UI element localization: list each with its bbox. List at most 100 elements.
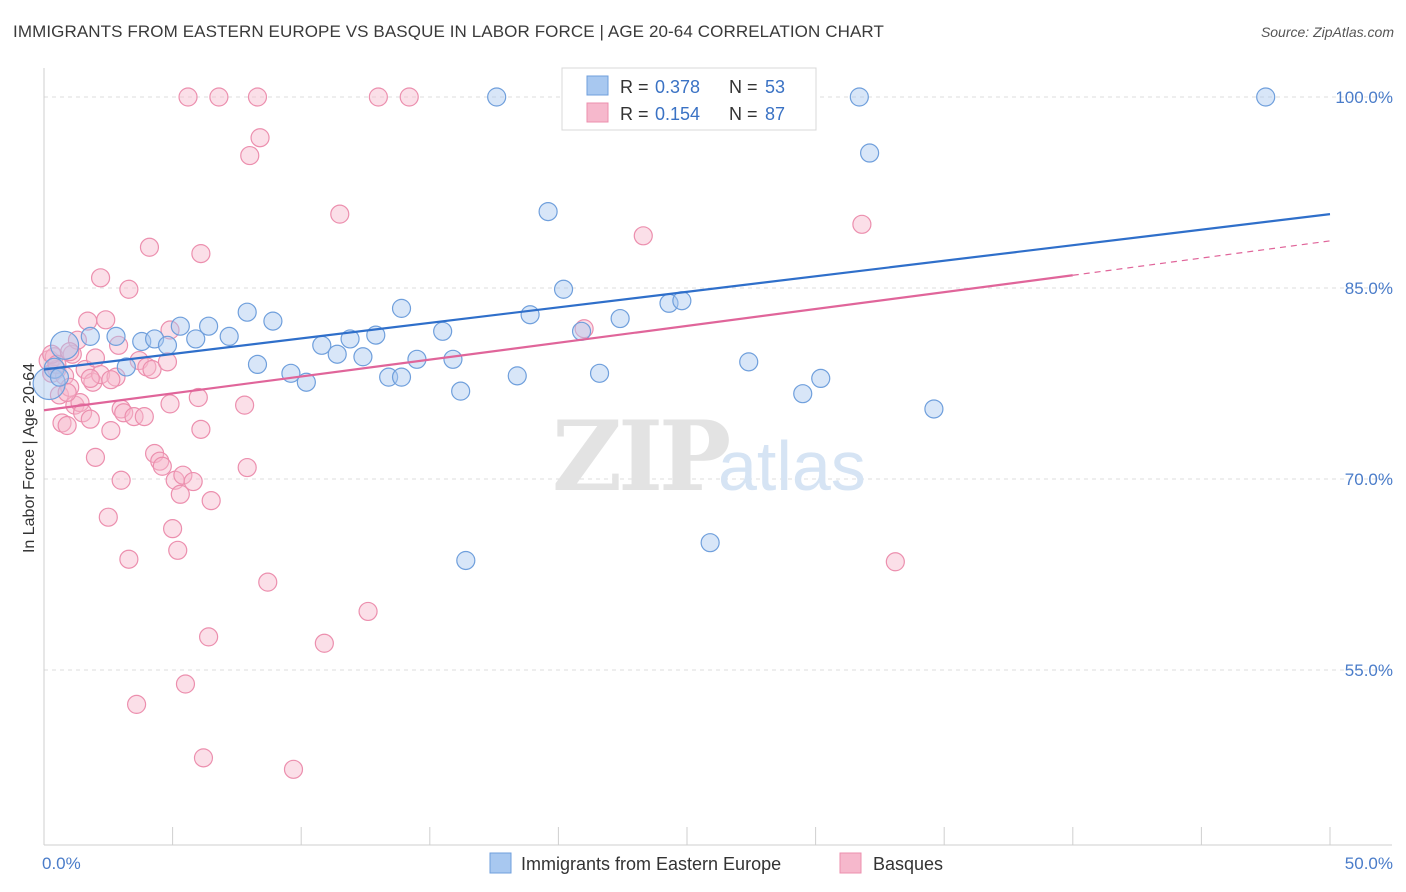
legend-blue-n-value: 53 <box>765 77 785 97</box>
pink-point-20 <box>90 364 111 385</box>
blue-point-21 <box>340 329 360 349</box>
pink-point-50 <box>178 87 198 107</box>
pink-point-30 <box>119 549 139 569</box>
legend-swatch-blue <box>586 75 609 96</box>
pink-point-22 <box>96 310 116 330</box>
legend-pink-n-value: 87 <box>765 104 785 124</box>
pink-point-41 <box>157 352 178 372</box>
blue-point-18 <box>296 372 316 392</box>
y-tick-label-0: 55.0% <box>1345 661 1393 680</box>
blue-point-34 <box>520 305 540 325</box>
blue-point-45 <box>793 384 813 404</box>
blue-point-48 <box>860 143 880 163</box>
pink-point-65 <box>283 759 304 779</box>
blue-point-13 <box>219 326 239 346</box>
blue-point-29 <box>443 349 463 369</box>
pink-point-32 <box>124 407 144 427</box>
pink-point-33 <box>126 694 147 714</box>
pink-point-70 <box>399 87 419 107</box>
pink-point-16 <box>80 409 100 429</box>
pink-point-37 <box>142 359 162 380</box>
blue-point-43 <box>739 352 759 372</box>
pink-point-21 <box>90 268 111 288</box>
pink-point-52 <box>188 387 208 408</box>
pink-point-56 <box>199 627 219 647</box>
pink-point-24 <box>101 421 121 441</box>
pink-point-51 <box>183 471 203 492</box>
y-tick-label-3: 100.0% <box>1335 88 1393 107</box>
pink-point-19 <box>85 447 106 467</box>
pink-point-69 <box>368 87 388 107</box>
pink-point-62 <box>247 87 268 107</box>
pink-point-44 <box>163 519 183 539</box>
pink-point-55 <box>193 748 214 768</box>
bottom-legend-swatch-blue <box>489 852 512 874</box>
x-tick-label-0: 0.0% <box>42 854 81 873</box>
trend-lines <box>43 213 1331 412</box>
bottom-legend-label-pink: Basques <box>873 854 943 874</box>
chart-title: IMMIGRANTS FROM EASTERN EUROPE VS BASQUE… <box>13 22 884 41</box>
eastern-europe-points <box>32 87 1276 571</box>
pink-point-47 <box>170 484 190 504</box>
blue-point-4 <box>80 326 100 346</box>
pink-point-63 <box>250 128 270 148</box>
blue-point-31 <box>456 550 476 571</box>
blue-point-38 <box>589 363 610 383</box>
legend-blue-n-label: N = <box>729 77 758 97</box>
pink-point-74 <box>852 214 872 234</box>
blue-point-22 <box>353 347 373 367</box>
blue-point-2 <box>49 367 70 387</box>
pink-point-46 <box>168 540 188 560</box>
legend-swatch-pink <box>586 102 609 123</box>
watermark-zip: ZIP <box>552 400 729 513</box>
blue-point-35 <box>538 202 558 222</box>
pink-point-68 <box>358 601 378 622</box>
pink-trend-line <box>43 274 1073 412</box>
legend-pink-r-label: R = <box>620 104 649 124</box>
y-axis-title: In Labor Force | Age 20-64 <box>21 363 38 553</box>
bottom-legend-label-blue: Immigrants from Eastern Europe <box>521 854 781 874</box>
pink-point-61 <box>240 145 260 166</box>
pink-trend-extension <box>1072 240 1331 276</box>
pink-point-80 <box>80 368 100 389</box>
blue-point-3 <box>49 330 80 360</box>
blue-point-37 <box>571 321 592 341</box>
bottom-legend: Immigrants from Eastern Europe Basques <box>489 852 943 874</box>
blue-point-6 <box>116 357 136 377</box>
x-tick-labels: 0.0% 50.0% <box>42 854 1393 873</box>
blue-point-49 <box>924 399 944 419</box>
pink-point-29 <box>114 403 134 423</box>
source-label: Source: ZipAtlas.com <box>1260 24 1394 40</box>
blue-point-28 <box>433 321 453 341</box>
blue-point-27 <box>407 349 427 369</box>
legend-pink-n-label: N = <box>729 104 758 124</box>
blue-point-12 <box>199 316 219 336</box>
pink-point-28 <box>111 470 131 490</box>
pink-point-75 <box>885 552 905 572</box>
pink-point-82 <box>57 382 77 403</box>
pink-point-64 <box>258 572 278 592</box>
legend-pink-r-value: 0.154 <box>655 104 700 124</box>
blue-point-9 <box>157 335 178 355</box>
pink-point-25 <box>106 367 126 387</box>
blue-point-47 <box>849 87 869 107</box>
blue-point-15 <box>247 354 268 374</box>
blue-point-20 <box>327 344 347 364</box>
blue-trend-line <box>43 213 1331 371</box>
legend-blue-r-label: R = <box>620 77 649 97</box>
pink-point-53 <box>191 419 211 439</box>
pink-point-81 <box>134 407 154 427</box>
pink-point-13 <box>72 403 93 423</box>
blue-point-26 <box>391 298 412 318</box>
blue-point-11 <box>186 329 206 349</box>
blue-point-46 <box>811 368 831 389</box>
blue-point-36 <box>553 279 574 299</box>
blue-point-39 <box>610 308 630 329</box>
pink-point-71 <box>574 319 594 339</box>
pink-point-72 <box>633 226 653 246</box>
axes <box>43 68 1392 846</box>
watermark-atlas: atlas <box>718 427 866 505</box>
y-tick-label-1: 70.0% <box>1345 470 1393 489</box>
pink-point-58 <box>209 87 229 107</box>
